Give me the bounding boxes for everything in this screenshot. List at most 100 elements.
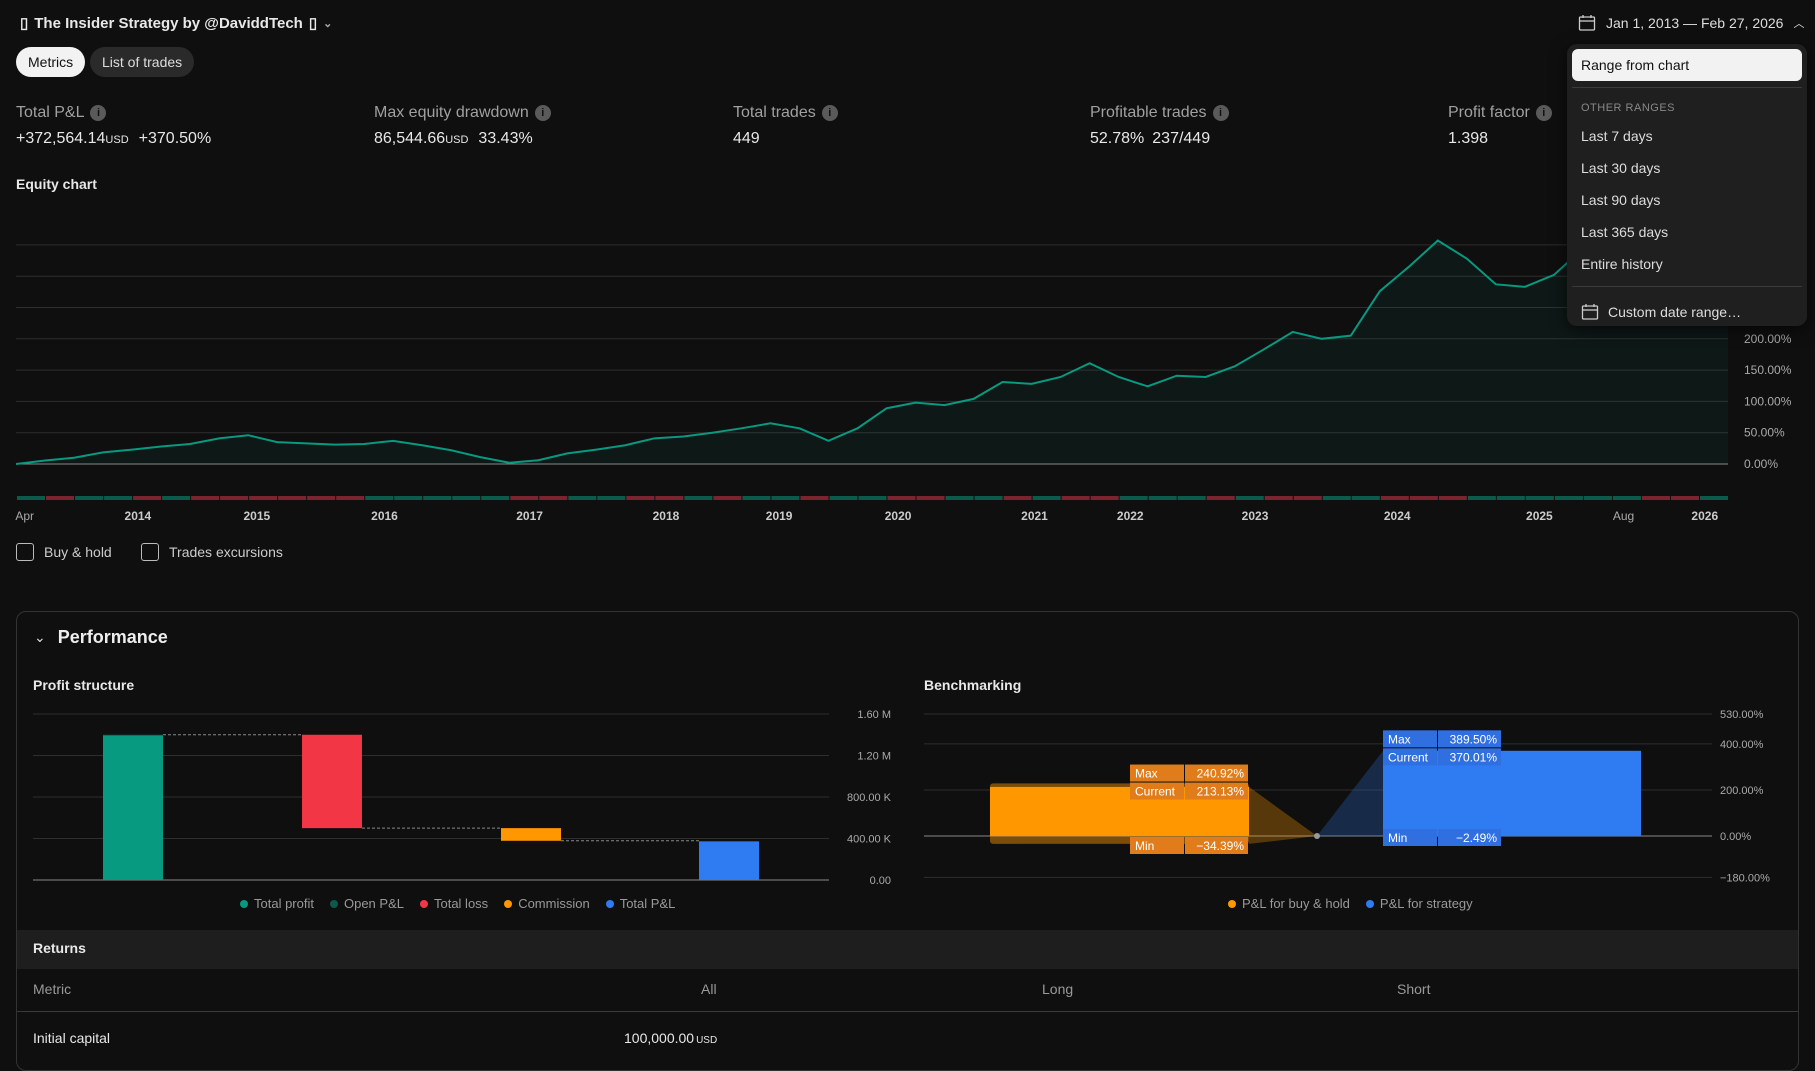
trade-segment (1206, 496, 1235, 500)
strategy-icon: ▯ (20, 15, 29, 32)
metric-unit: USD (105, 134, 129, 146)
legend-item[interactable]: P&L for buy & hold (1228, 896, 1350, 911)
metric-2: Total trades i 449 (733, 104, 838, 148)
trade-segment (916, 496, 945, 500)
profit-structure-legend: Total profit Open P&L Total loss Commission… (240, 896, 675, 911)
checkbox-box[interactable] (16, 543, 34, 561)
info-icon[interactable]: i (90, 105, 107, 121)
last-365-days-option[interactable]: Last 365 days (1581, 224, 1669, 240)
legend-item[interactable]: Total loss (419, 896, 488, 911)
chevron-down-icon[interactable]: ⌄ (323, 17, 333, 30)
range-from-chart-option[interactable]: Range from chart (1572, 49, 1802, 81)
connector-area (1249, 786, 1317, 844)
trades-excursions-checkbox[interactable]: Trades excursions (141, 543, 283, 561)
row-initial-capital-label: Initial capital (33, 1030, 111, 1046)
y-tick-label: 1.60 M (857, 709, 891, 721)
y-tick-label: 1.20 M (857, 751, 891, 763)
connector-area (1317, 750, 1383, 837)
custom-date-range-option[interactable]: Custom date range… (1572, 293, 1802, 331)
trade-segment (278, 496, 307, 500)
legend-item[interactable]: Total P&L (605, 896, 675, 911)
strategy-title[interactable]: ▯ The Insider Strategy by @DaviddTech ▯ … (20, 14, 333, 33)
metric-value: 52.78% 237/449 (1090, 130, 1229, 148)
custom-date-range-label: Custom date range… (1608, 304, 1742, 320)
legend-item[interactable]: P&L for strategy (1365, 896, 1473, 911)
legend-label: P&L for buy & hold (1242, 896, 1350, 911)
buy-hold-checkbox[interactable]: Buy & hold (16, 543, 112, 561)
metric-label: Total trades i (733, 104, 838, 122)
legend-dot (419, 900, 428, 908)
x-tick-label: 2021 (1021, 509, 1048, 523)
equity-chart[interactable]: 0.00% 50.00% 100.00% 150.00% 200.00% Apr 2014 2… (0, 200, 1815, 530)
trade-segment (1061, 496, 1090, 500)
x-tick-label: 2015 (243, 509, 270, 523)
legend-dot (605, 900, 614, 908)
stat-box-value (1438, 748, 1501, 766)
y-tick-label: 800.00 K (847, 792, 892, 804)
info-icon[interactable]: i (1212, 105, 1229, 121)
legend-item[interactable]: Open P&L (329, 896, 404, 911)
last-7-days-option[interactable]: Last 7 days (1581, 128, 1653, 144)
x-tick-label: 2026 (1691, 509, 1718, 523)
stat-label: Max (1135, 767, 1158, 781)
metric-value: 449 (733, 130, 838, 148)
trade-segment (452, 496, 481, 500)
x-tick-label: 2019 (766, 509, 793, 523)
stat-value: 240.92% (1197, 767, 1245, 781)
metric-value: 86,544.66USD 33.43% (374, 130, 551, 148)
checkbox-box[interactable] (141, 543, 159, 561)
profit-structure-title: Profit structure (33, 677, 135, 693)
stat-box-label (1383, 730, 1437, 748)
entire-history-option[interactable]: Entire history (1581, 256, 1663, 272)
trade-segment (945, 496, 974, 500)
metric-value-text: +372,564.14 (16, 130, 106, 147)
info-icon[interactable]: i (821, 105, 838, 121)
trade-segment (1699, 496, 1728, 500)
divider (1572, 87, 1802, 88)
stat-value: 389.50% (1450, 732, 1498, 746)
legend-item[interactable]: Commission (504, 896, 590, 911)
trade-segment (510, 496, 539, 500)
trade-segment (1409, 496, 1438, 500)
stat-box-label (1130, 837, 1184, 854)
performance-toggle[interactable]: ⌄ Performance (34, 627, 168, 648)
stat-box-label (1383, 748, 1437, 766)
column-metric: Metric (33, 981, 72, 997)
trade-segment (191, 496, 220, 500)
metric-3: Profitable trades i 52.78% 237/449 (1090, 104, 1229, 148)
trade-segment (1670, 496, 1699, 500)
metric-label-text: Profit factor (1448, 104, 1530, 121)
last-30-days-option[interactable]: Last 30 days (1581, 160, 1661, 176)
legend-dot (240, 900, 248, 908)
metric-value-text: 449 (733, 130, 760, 147)
stat-box-value (1438, 829, 1501, 846)
legend-dot (329, 900, 338, 908)
info-icon[interactable]: i (1535, 105, 1552, 121)
y-tick-label: 400.00% (1720, 739, 1764, 751)
trade-segment (1467, 496, 1496, 500)
trade-segment (1525, 496, 1554, 500)
stat-box-value (1438, 730, 1501, 748)
trade-segment (1032, 496, 1061, 500)
metric-label: Max equity drawdown i (374, 104, 551, 122)
trade-segment (307, 496, 336, 500)
legend-item[interactable]: Total profit (240, 896, 314, 911)
date-range-button[interactable]: Jan 1, 2013 — Feb 27, 2026 ︿ (1578, 14, 1804, 32)
trade-segment (17, 496, 46, 500)
trade-segment (568, 496, 597, 500)
trade-segment (771, 496, 800, 500)
tab-list-of-trades[interactable]: List of trades (90, 47, 195, 77)
equity-area (16, 233, 1728, 464)
trade-segment (365, 496, 394, 500)
stat-label: Max (1388, 732, 1411, 746)
stat-label: Min (1388, 831, 1407, 845)
info-icon[interactable]: i (534, 105, 551, 121)
stat-box-label (1130, 782, 1184, 800)
commission-bar (501, 828, 561, 841)
metric-label-text: Total P&L (16, 104, 85, 121)
tab-metrics[interactable]: Metrics (16, 47, 86, 77)
stat-box-value (1185, 837, 1248, 854)
metric-value-text: 52.78% (1090, 130, 1145, 147)
stat-value: 370.01% (1450, 750, 1498, 764)
last-90-days-option[interactable]: Last 90 days (1581, 192, 1661, 208)
